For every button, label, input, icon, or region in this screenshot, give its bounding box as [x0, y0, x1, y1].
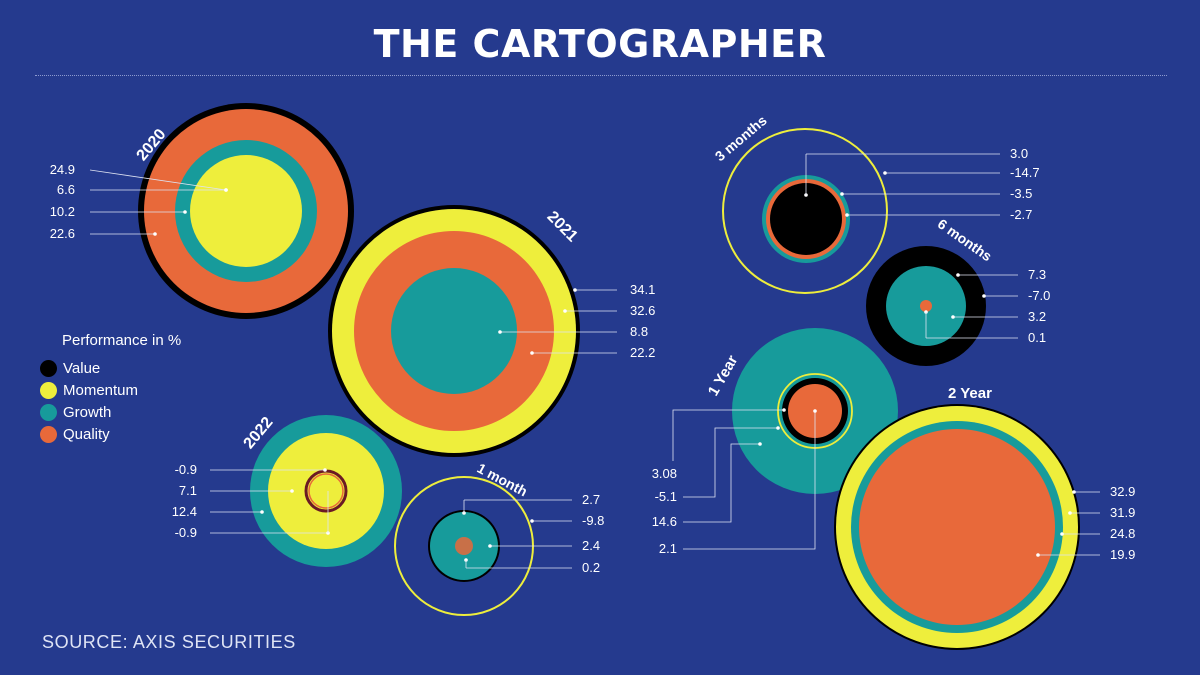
- data-label-2022-0: -0.9: [175, 462, 197, 477]
- data-label-1year-0: 3.08: [652, 466, 677, 481]
- data-label-1year-2: 14.6: [652, 514, 677, 529]
- bubble-2year-quality: [859, 429, 1055, 625]
- data-label-3months-1: -14.7: [1010, 165, 1040, 180]
- data-label-1month-2: 2.4: [582, 538, 600, 553]
- legend-label-value: Value: [63, 359, 101, 377]
- data-label-2022-3: -0.9: [175, 525, 197, 540]
- data-label-1year-1: -5.1: [655, 489, 677, 504]
- leader-dot-6months-1: [982, 294, 986, 298]
- leader-1year-2: [683, 443, 760, 523]
- data-label-2020-2: 10.2: [50, 204, 75, 219]
- data-label-3months-0: 3.0: [1010, 146, 1028, 161]
- group-label-3months: 3 months: [712, 112, 770, 164]
- leader-dot-2021-0: [573, 288, 577, 292]
- legend-swatch-quality: [40, 425, 57, 443]
- leader-1year-0: [672, 409, 784, 461]
- group-label-2021: 2021: [544, 208, 581, 245]
- leader-dot-1month-1: [530, 519, 534, 523]
- leader-1year-1: [683, 427, 778, 498]
- leader-dot-1year-1: [776, 426, 780, 430]
- leader-dot-2021-1: [563, 309, 567, 313]
- leader-dot-3months-3: [845, 213, 849, 217]
- data-label-2021-3: 22.2: [630, 345, 655, 360]
- data-label-6months-0: 7.3: [1028, 267, 1046, 282]
- data-label-2022-1: 7.1: [179, 483, 197, 498]
- data-label-2year-0: 32.9: [1110, 484, 1135, 499]
- data-label-3months-3: -2.7: [1010, 207, 1032, 222]
- leader-dot-2022-1: [290, 489, 294, 493]
- legend-item-quality: Quality: [40, 423, 181, 445]
- legend: Performance in % Value Momentum Growth Q…: [40, 332, 181, 445]
- data-label-1month-0: 2.7: [582, 492, 600, 507]
- data-label-2year-1: 31.9: [1110, 505, 1135, 520]
- bubble-2020-momentum: [190, 155, 302, 267]
- data-label-6months-3: 0.1: [1028, 330, 1046, 345]
- leader-dot-2022-0: [323, 468, 327, 472]
- leader-1year-3: [683, 411, 816, 550]
- data-label-6months-2: 3.2: [1028, 309, 1046, 324]
- legend-label-quality: Quality: [63, 425, 110, 443]
- leader-dot-1year-3: [813, 409, 817, 413]
- legend-swatch-value: [40, 359, 57, 377]
- leader-dot-6months-2: [951, 315, 955, 319]
- legend-label-momentum: Momentum: [63, 381, 139, 399]
- legend-title: Performance in %: [62, 332, 182, 349]
- data-label-1month-1: -9.8: [582, 513, 604, 528]
- leader-dot-3months-2: [840, 192, 844, 196]
- legend-swatch-growth: [40, 403, 57, 421]
- bubble-2022-quality: [308, 473, 344, 509]
- bubble-3months-value: [770, 183, 842, 255]
- bubble-1month-quality: [455, 537, 473, 555]
- legend-item-value: Value: [40, 357, 181, 379]
- leader-dot-2021-3: [530, 351, 534, 355]
- bubble-6months-quality: [920, 300, 932, 312]
- data-label-2021-1: 32.6: [630, 303, 655, 318]
- leader-dot-6months-0: [956, 273, 960, 277]
- data-label-2020-1: 6.6: [57, 182, 75, 197]
- leader-dot-2year-0: [1072, 490, 1076, 494]
- leader-dot-2year-2: [1060, 532, 1064, 536]
- data-label-2020-0: 24.9: [50, 162, 75, 177]
- legend-item-momentum: Momentum: [40, 379, 181, 401]
- leader-2020-0: [89, 169, 227, 191]
- source-note: SOURCE: AXIS SECURITIES: [42, 632, 296, 652]
- leader-dot-2year-1: [1068, 511, 1072, 515]
- title-divider: [35, 75, 1167, 76]
- data-label-2022-2: 12.4: [172, 504, 197, 519]
- bubble-2021-growth: [391, 268, 517, 394]
- group-label-2year: 2 Year: [948, 385, 992, 402]
- data-label-2year-2: 24.8: [1110, 526, 1135, 541]
- data-label-3months-2: -3.5: [1010, 186, 1032, 201]
- leader-dot-2020-3: [153, 232, 157, 236]
- data-label-2021-0: 34.1: [630, 282, 655, 297]
- data-label-6months-1: -7.0: [1028, 288, 1050, 303]
- legend-label-growth: Growth: [63, 403, 112, 421]
- data-label-2year-3: 19.9: [1110, 547, 1135, 562]
- chart-title: THE CARTOGRAPHER: [373, 22, 827, 66]
- data-label-1year-3: 2.1: [659, 541, 677, 556]
- leader-dot-1year-0: [782, 408, 786, 412]
- leader-dot-2020-2: [183, 210, 187, 214]
- leader-dot-2020-1: [224, 188, 228, 192]
- leader-dot-1month-2: [488, 544, 492, 548]
- leader-dot-2year-3: [1036, 553, 1040, 557]
- bubble-2022-momentum: [268, 433, 384, 549]
- bubble-3months-momentum: [722, 128, 888, 294]
- data-label-2020-3: 22.6: [50, 226, 75, 241]
- leader-dot-1year-2: [758, 442, 762, 446]
- leader-dot-3months-1: [883, 171, 887, 175]
- legend-swatch-momentum: [40, 381, 57, 399]
- data-label-1month-3: 0.2: [582, 560, 600, 575]
- legend-item-growth: Growth: [40, 401, 181, 423]
- leader-dot-2021-2: [498, 330, 502, 334]
- data-label-2021-2: 8.8: [630, 324, 648, 339]
- leader-dot-2022-2: [260, 510, 264, 514]
